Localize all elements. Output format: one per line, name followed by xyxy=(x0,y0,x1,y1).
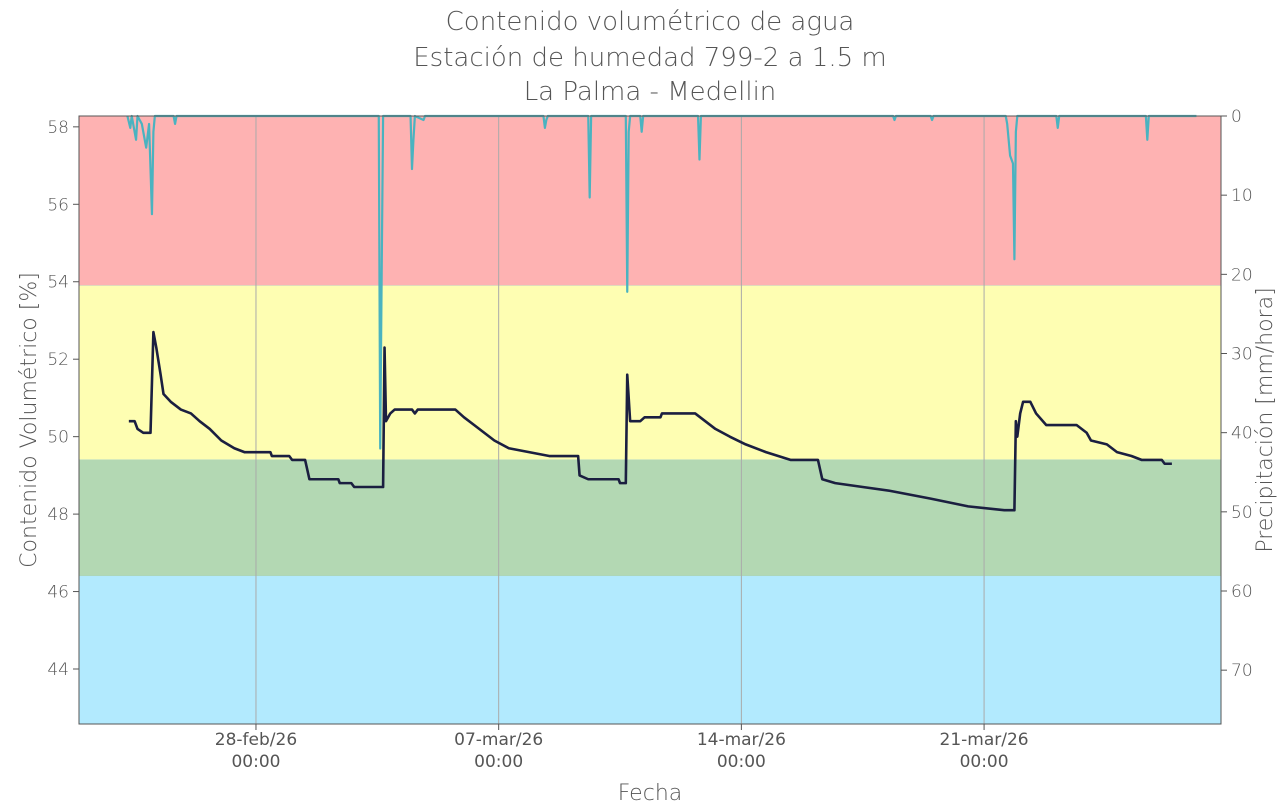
band xyxy=(79,576,1221,724)
y-tick-label: 46 xyxy=(47,583,69,603)
y2-tick-label: 70 xyxy=(1231,661,1253,681)
y-tick-label: 54 xyxy=(47,273,69,293)
y2-tick-label: 60 xyxy=(1231,582,1253,602)
x-axis-title: Fecha xyxy=(618,781,683,806)
series-line xyxy=(128,330,1172,512)
y2-tick-label: 30 xyxy=(1231,345,1253,365)
y2-tick-label: 40 xyxy=(1231,424,1253,444)
plot-frame xyxy=(78,115,1222,725)
x-tick-label: 28-feb/26 00:00 xyxy=(214,730,298,772)
band xyxy=(79,285,1221,460)
series-line xyxy=(126,114,1197,450)
x-tick-label: 21-mar/26 00:00 xyxy=(939,730,1029,772)
y-tick-label: 56 xyxy=(47,195,69,215)
y-tick-label: 52 xyxy=(47,350,69,370)
x-tick-label: 14-mar/26 00:00 xyxy=(696,730,786,772)
y-tick-label: 58 xyxy=(47,118,69,138)
chart-title: Contenido volumétrico de agua xyxy=(446,7,855,37)
y2-tick-label: 10 xyxy=(1231,186,1253,206)
y-tick-label: 48 xyxy=(47,505,69,525)
y-tick-label: 50 xyxy=(47,428,69,448)
y2-tick-label: 50 xyxy=(1231,503,1253,523)
band xyxy=(79,116,1221,286)
y2-tick-label: 0 xyxy=(1231,107,1242,127)
y2-tick-label: 20 xyxy=(1231,265,1253,285)
x-tick-label: 07-mar/26 00:00 xyxy=(454,730,544,772)
chart-subtitle: Estación de humedad 799-2 a 1.5 m xyxy=(413,43,886,73)
y2-axis-title: Precipitación [mm/hora] xyxy=(1253,287,1278,552)
y-tick-label: 44 xyxy=(47,660,69,680)
chart-subtitle: La Palma - Medellin xyxy=(524,77,777,107)
band xyxy=(79,459,1221,577)
y-axis-title: Contenido Volumétrico [%] xyxy=(17,272,42,568)
